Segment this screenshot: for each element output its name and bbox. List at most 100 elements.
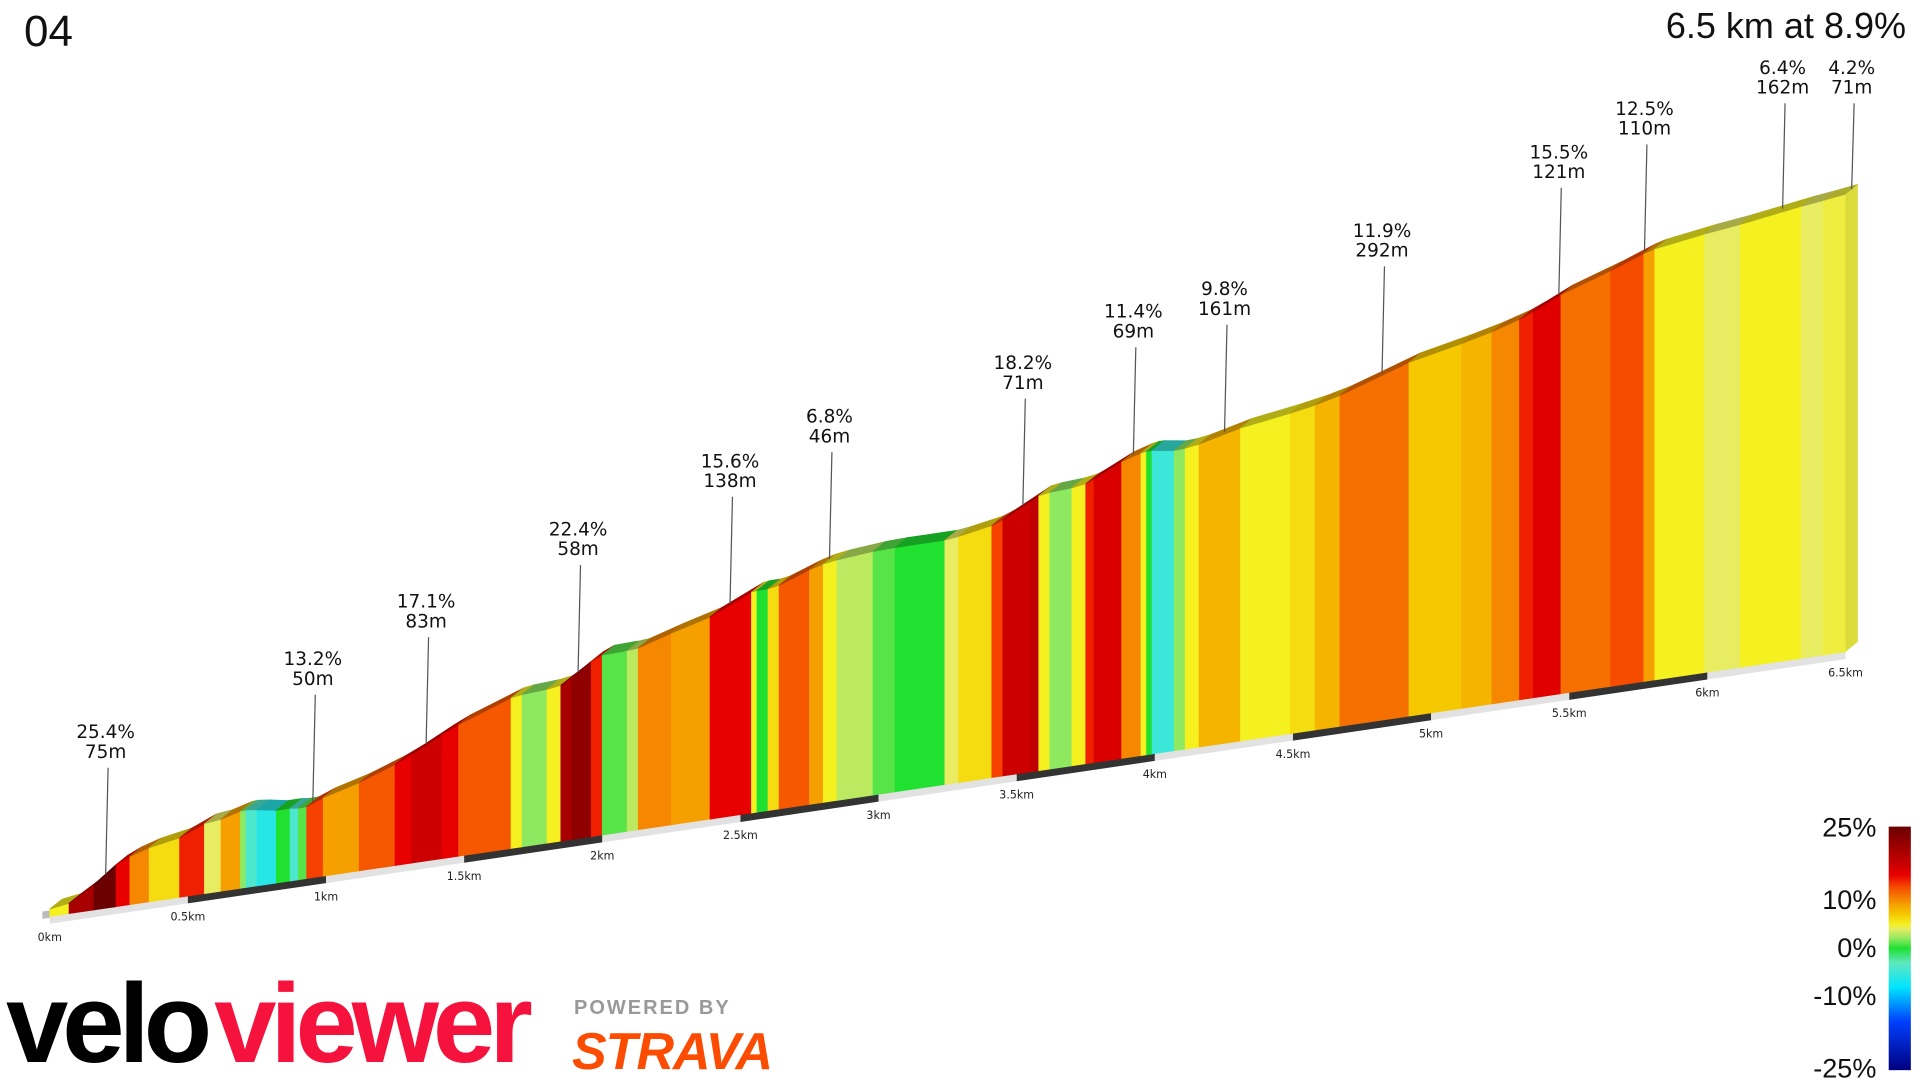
annotation-grade: 12.5% [1615,99,1674,120]
segment-front [751,590,758,814]
segment-front [322,782,360,877]
x-tick-label: 5km [1419,727,1443,740]
segment-front [836,550,874,801]
segment-front [256,809,277,887]
segment-front [1002,500,1031,777]
annotation-line [1022,398,1026,506]
segment-front [148,837,180,903]
annotation-length: 110m [1618,119,1671,140]
segment-front [1560,270,1612,695]
annotations: 25.4%75m 13.2%50m 17.1%83m 22.4%58m 15.6%138… [76,58,1875,875]
segment-front [1184,443,1200,750]
segment-front [394,753,413,866]
annotation-line [729,496,734,604]
segment-front [767,584,780,811]
segment-front [958,525,993,783]
axis-band [326,855,465,884]
segment-front [601,650,628,836]
segment-front [571,660,592,840]
segment-front [441,723,460,860]
veloviewer-logo: veloviewer [6,968,533,1080]
x-tick-label: 2.5km [723,829,758,842]
annotation-length: 162m [1756,77,1809,98]
segment-front [991,519,1004,778]
segment-front [1140,450,1147,757]
segment-front [1289,404,1316,735]
x-tick-label: 6km [1695,687,1719,700]
segment-front [1704,223,1741,673]
annotation-grade: 15.6% [701,451,760,472]
segment-front [1532,293,1562,699]
segment-front [298,806,308,881]
segment-front [1240,412,1291,742]
annotation-grade: 13.2% [284,649,343,670]
segment-front [521,688,548,848]
segment-front [1121,452,1142,759]
segment-front [944,535,960,785]
annotation-grade: 6.4% [1759,58,1806,79]
segment-front [1146,450,1153,756]
segment-front [1643,248,1656,682]
segment-front [1198,427,1241,748]
annotation-length: 83m [405,611,446,632]
segment-front [809,563,824,805]
annotation-line [1223,324,1228,432]
annotation-grade: 9.8% [1201,279,1248,300]
segment-front [306,797,324,879]
segment-front [756,588,769,813]
annotation-line [1781,103,1786,209]
annotation-line [1643,144,1648,252]
segment-front [1339,361,1410,727]
segment-front [358,763,396,872]
segment-front [894,539,946,793]
segment-front [670,616,711,826]
logo-velo: velo [6,961,212,1086]
x-tick-label: 4km [1143,768,1167,781]
x-tick-label: 3.5km [999,788,1034,801]
segment-front [1800,199,1824,659]
segment-front [560,676,573,842]
annotation-grade: 15.5% [1530,142,1589,163]
segment-front [411,733,443,864]
segment-front [709,591,752,820]
segment-front [1173,447,1186,752]
legend-color-bar [1888,826,1911,1071]
segment-front [1491,318,1520,705]
x-tick-label: 5.5km [1552,707,1587,720]
axis-band [1016,753,1155,782]
annotation-line [577,565,582,673]
annotation-grade: 22.4% [549,520,608,541]
segment-front [275,807,291,884]
annotation-line [425,637,430,745]
annotation-length: 71m [1002,373,1043,394]
segment-front [1071,483,1087,767]
axis-band [740,794,879,822]
annotation-grade: 25.4% [76,722,135,743]
segment-front [1151,450,1175,755]
segment-front [822,559,838,803]
segment-front [93,863,117,911]
annotation-line [1558,187,1562,295]
segment-front [204,818,222,895]
gradient-legend: 25% 10% 0% -10% -25% [1813,812,1911,1080]
segment-front [115,855,131,908]
axis-band [1292,712,1432,741]
segment-front [129,847,150,906]
segment-front [637,632,672,831]
annotation-length: 292m [1355,241,1408,262]
annotation-length: 75m [85,742,126,763]
axis-band [464,834,603,863]
annotation-length: 69m [1113,321,1154,342]
logo-viewer: viewer [214,961,533,1086]
strava-logo: STRAVA [572,1023,773,1081]
segment-front [1093,460,1123,763]
annotation-line [312,694,316,802]
annotation-length: 58m [557,539,598,560]
segment-front [1823,193,1846,656]
segment-front [458,697,512,857]
segment-front [1038,491,1051,772]
annotation-length: 161m [1198,299,1251,320]
segment-front [1654,233,1705,681]
annotation-length: 71m [1831,77,1872,98]
